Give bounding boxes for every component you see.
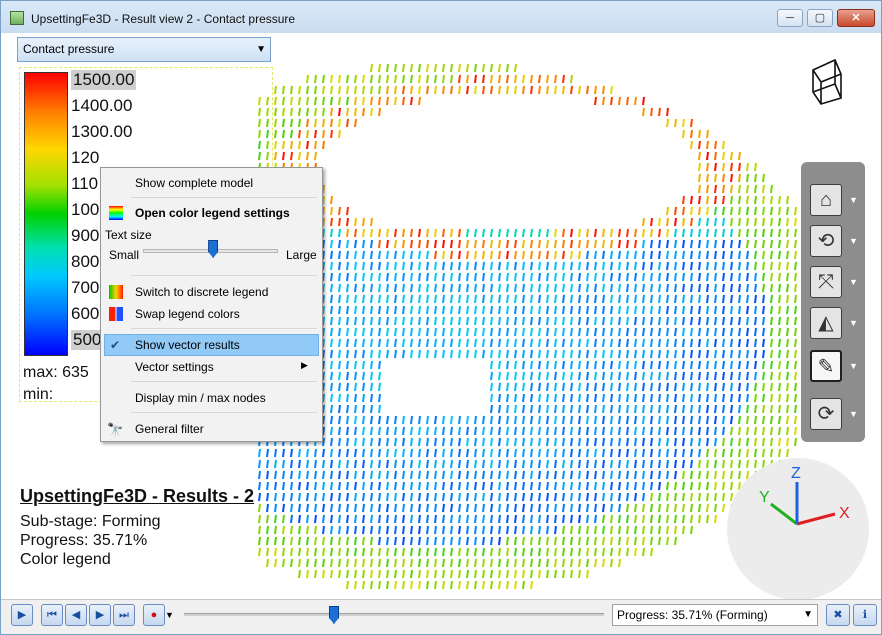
legend-max: max: 635 xyxy=(23,364,89,381)
menu-show-complete-model[interactable]: Show complete model xyxy=(135,176,254,190)
menu-separator xyxy=(131,328,317,329)
legend-tick-label: 800 xyxy=(71,252,100,271)
menu-display-min-max-nodes[interactable]: Display min / max nodes xyxy=(135,391,266,405)
last-frame-icon[interactable]: ⏭ xyxy=(113,604,135,626)
substage-text: Sub-stage: Forming xyxy=(20,513,161,530)
timeline-slider-thumb[interactable] xyxy=(328,606,339,624)
progress-text: Progress: 35.71% xyxy=(20,532,148,549)
text-size-slider-thumb[interactable] xyxy=(208,240,219,258)
settings-dropdown-arrow[interactable]: ▼ xyxy=(849,361,858,371)
mirror-dropdown-arrow[interactable]: ▼ xyxy=(849,318,858,328)
menu-open-color-legend-settings[interactable]: Open color legend settings xyxy=(135,206,290,220)
text-size-large-label: Large xyxy=(286,248,317,262)
menu-vector-settings[interactable]: Vector settings xyxy=(135,360,214,374)
menu-highlight xyxy=(104,334,319,356)
submenu-arrow-icon: ▶ xyxy=(301,360,308,370)
record-icon[interactable]: ● xyxy=(143,604,165,626)
x-axis-line xyxy=(796,512,836,526)
progress-dropdown-value: Progress: 35.71% (Forming) xyxy=(617,608,768,622)
y-axis-line xyxy=(770,502,798,526)
record-dropdown-arrow[interactable]: ▼ xyxy=(165,610,174,620)
settings-wrench-icon[interactable]: ✎ xyxy=(810,350,842,382)
swap-colors-icon xyxy=(109,307,123,321)
text-size-small-label: Small xyxy=(109,248,140,262)
legend-tick-label: 500 xyxy=(71,330,104,350)
discrete-legend-icon xyxy=(109,285,123,299)
menu-switch-discrete-legend[interactable]: Switch to discrete legend xyxy=(135,285,269,299)
result-type-dropdown[interactable]: Contact pressure ▼ xyxy=(17,37,271,62)
first-frame-icon[interactable]: ⏮ xyxy=(41,604,63,626)
rotate-dropdown-arrow[interactable]: ▼ xyxy=(849,236,858,246)
axis-gizmo[interactable]: X Y Z xyxy=(727,458,869,599)
fit-view-icon[interactable]: ⤧ xyxy=(810,266,842,298)
playback-bar: ▶ ⏮ ◀ ▶ ⏭ ● ▼ Progress: 35.71% (Forming)… xyxy=(1,599,881,634)
text-size-label: Text size xyxy=(105,228,152,242)
maximize-button[interactable]: ▢ xyxy=(807,9,833,27)
menu-swap-legend-colors[interactable]: Swap legend colors xyxy=(135,307,240,321)
sync-view-icon[interactable]: ⟳ xyxy=(810,398,842,430)
legend-tick-label: 1300.00 xyxy=(71,122,133,141)
mirror-icon[interactable]: ◭ xyxy=(810,307,842,339)
view-cube-icon[interactable] xyxy=(807,56,847,106)
chevron-down-icon: ▼ xyxy=(256,44,266,55)
legend-tick-label: 1400.00 xyxy=(71,96,133,115)
chevron-down-icon: ▼ xyxy=(803,609,813,620)
next-frame-icon[interactable]: ▶ xyxy=(89,604,111,626)
close-button[interactable]: ✕ xyxy=(837,9,875,27)
sync-dropdown-arrow[interactable]: ▼ xyxy=(849,409,858,419)
legend-tick-label: 100 xyxy=(71,200,100,219)
menu-separator xyxy=(131,381,317,382)
menu-show-vector-results[interactable]: Show vector results xyxy=(135,338,240,352)
home-dropdown-arrow[interactable]: ▼ xyxy=(849,195,858,205)
menu-separator xyxy=(131,275,317,276)
binoculars-icon: 🔭 xyxy=(107,422,124,437)
results-title: UpsettingFe3D - Results - 2 xyxy=(20,486,255,506)
app-icon xyxy=(10,11,24,25)
rotate-view-icon[interactable]: ⟲ xyxy=(810,225,842,257)
previous-frame-icon[interactable]: ◀ xyxy=(65,604,87,626)
menu-general-filter[interactable]: General filter xyxy=(135,422,204,436)
minimize-button[interactable]: ─ xyxy=(777,9,803,27)
menu-separator xyxy=(131,197,317,198)
result-type-value: Contact pressure xyxy=(23,42,115,56)
legend-tick-label: 120 xyxy=(71,148,100,167)
legend-tick-label: 110 xyxy=(71,174,99,193)
legend-tick-label: 900 xyxy=(71,226,100,245)
color-legend-icon xyxy=(109,206,123,220)
title-bar: UpsettingFe3D - Result view 2 - Contact … xyxy=(1,1,881,33)
timeline-slider[interactable] xyxy=(184,613,604,616)
color-legend-bar xyxy=(24,72,68,356)
color-legend-text: Color legend xyxy=(20,551,111,568)
legend-tick-label: 1500.00 xyxy=(71,70,137,90)
legend-tick-label: 600 xyxy=(71,304,100,323)
z-axis-label: Z xyxy=(791,465,801,482)
info-icon[interactable]: ℹ xyxy=(853,604,877,626)
menu-separator xyxy=(131,412,317,413)
tools-icon[interactable]: ✖ xyxy=(826,604,850,626)
view-toolbar: ⌂ ▼ ⟲ ▼ ⤧ ▼ ◭ ▼ ✎ ▼ ⟳ ▼ xyxy=(801,162,865,442)
progress-dropdown[interactable]: Progress: 35.71% (Forming) ▼ xyxy=(612,604,818,626)
y-axis-label: Y xyxy=(759,489,770,506)
fit-dropdown-arrow[interactable]: ▼ xyxy=(849,277,858,287)
check-icon: ✔ xyxy=(110,338,121,352)
play-icon[interactable]: ▶ xyxy=(11,604,33,626)
3d-viewport[interactable]: Contact pressure ▼ 1500.00 1400.00 1300.00… xyxy=(4,34,880,599)
window-title: UpsettingFe3D - Result view 2 - Contact … xyxy=(31,12,296,26)
legend-context-menu: Show complete model Open color legend se… xyxy=(100,167,323,442)
legend-tick-label: 700 xyxy=(71,278,100,297)
legend-min: min: xyxy=(23,386,54,403)
x-axis-label: X xyxy=(839,505,850,522)
home-icon[interactable]: ⌂ xyxy=(810,184,842,216)
